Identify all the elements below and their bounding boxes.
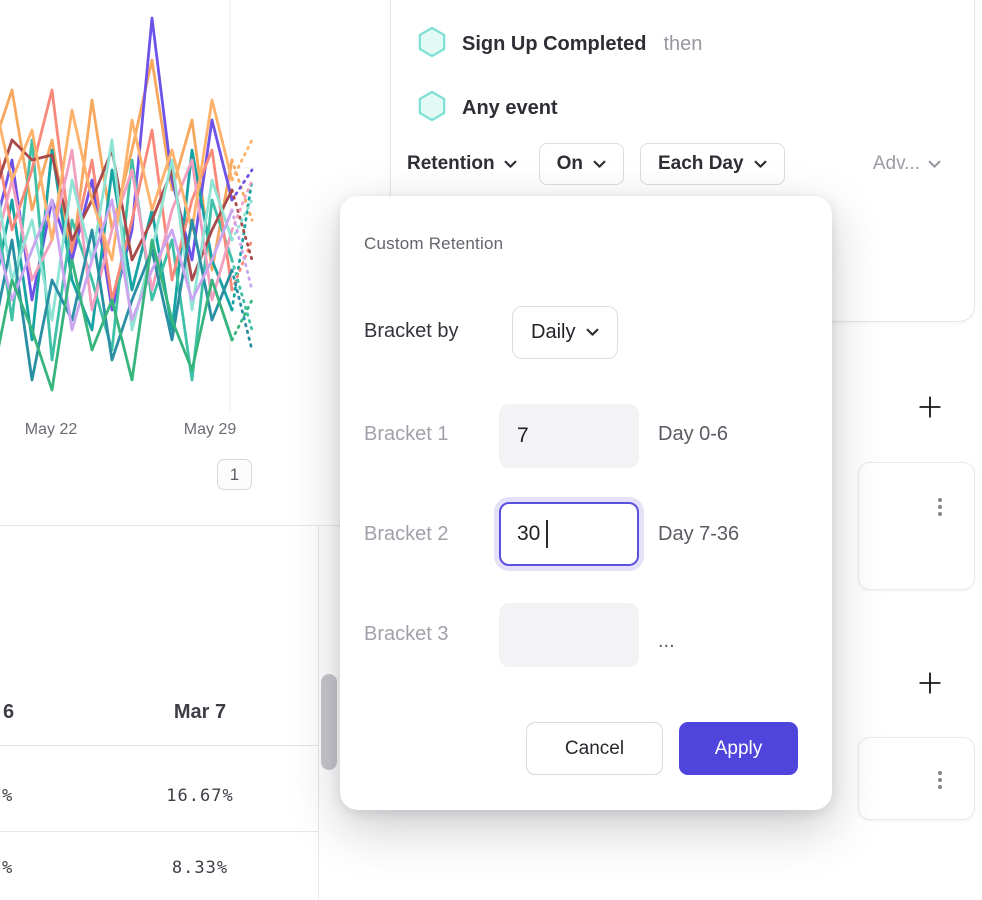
on-dropdown-label: On — [556, 153, 583, 174]
retention-line-chart — [0, 0, 258, 412]
chevron-down-icon — [754, 160, 767, 169]
bracket-3-input[interactable] — [499, 603, 639, 667]
cancel-button[interactable]: Cancel — [526, 722, 663, 775]
plus-icon — [919, 672, 941, 694]
modal-title: Custom Retention — [364, 234, 504, 253]
event-name[interactable]: Sign Up Completed — [462, 32, 647, 55]
retention-dropdown-label: Retention — [407, 153, 495, 174]
chevron-down-icon — [586, 328, 599, 337]
interval-dropdown-label: Each Day — [658, 153, 744, 174]
bracket-by-label: Bracket by — [364, 320, 459, 342]
table-row-divider — [0, 831, 318, 832]
x-axis-tick: May 22 — [24, 421, 78, 438]
event-hexagon-icon — [417, 90, 447, 127]
chevron-down-icon — [928, 160, 941, 169]
bracket-3-range-hint: ... — [658, 630, 675, 652]
event-hexagon-icon — [417, 26, 447, 63]
more-options-icon[interactable] — [931, 764, 949, 796]
text-caret — [546, 520, 548, 548]
measurement-controls-row: Retention On Each Day Adv... — [401, 143, 941, 185]
on-dropdown[interactable]: On — [538, 143, 624, 185]
more-options-icon[interactable] — [931, 491, 949, 523]
bracket-2-label: Bracket 2 — [364, 523, 449, 545]
step-connector-label: then — [663, 32, 703, 55]
custom-retention-modal: Custom Retention Bracket by Daily Bracke… — [340, 196, 832, 810]
bracket-2-range-hint: Day 7-36 — [658, 523, 740, 545]
table-header-cell: 6 — [3, 701, 15, 723]
advanced-dropdown-label: Adv... — [872, 153, 920, 174]
interval-dropdown[interactable]: Each Day — [640, 143, 785, 185]
funnel-step-row[interactable]: Sign Up Completed then — [417, 26, 703, 63]
retention-dropdown[interactable]: Retention — [401, 143, 523, 185]
filter-card — [858, 737, 975, 820]
table-cell: 16.67% — [166, 786, 234, 806]
pagination-page-button[interactable]: 1 — [217, 459, 252, 490]
bracket-1-range-hint: Day 0-6 — [658, 423, 729, 445]
table-column-divider — [318, 525, 319, 900]
section-divider — [0, 525, 341, 526]
event-name[interactable]: Any event — [462, 96, 558, 119]
advanced-dropdown[interactable]: Adv... — [873, 143, 941, 185]
bracket-1-label: Bracket 1 — [364, 423, 449, 445]
bracket-2-input-wrapper — [499, 502, 639, 566]
chart-canvas — [0, 0, 258, 412]
apply-button[interactable]: Apply — [679, 722, 798, 775]
chevron-down-icon — [593, 160, 606, 169]
bracket-2-input[interactable] — [499, 502, 639, 566]
bracket-by-value: Daily — [531, 321, 576, 343]
filter-card — [858, 462, 975, 590]
table-cell: % — [2, 858, 14, 878]
table-header-cell: Mar 7 — [173, 701, 227, 723]
plus-icon — [919, 396, 941, 418]
funnel-step-row[interactable]: Any event — [417, 90, 575, 127]
scrollbar-thumb[interactable] — [321, 674, 337, 770]
add-section-button[interactable] — [917, 670, 943, 696]
x-axis-tick: May 29 — [183, 421, 237, 438]
bracket-1-input[interactable] — [499, 404, 639, 468]
table-cell: 8.33% — [171, 858, 229, 878]
bracket-3-label: Bracket 3 — [364, 623, 449, 645]
table-header-divider — [0, 745, 318, 746]
add-section-button[interactable] — [917, 394, 943, 420]
chevron-down-icon — [504, 160, 517, 169]
bracket-by-dropdown[interactable]: Daily — [512, 306, 619, 359]
table-cell: % — [2, 786, 14, 806]
